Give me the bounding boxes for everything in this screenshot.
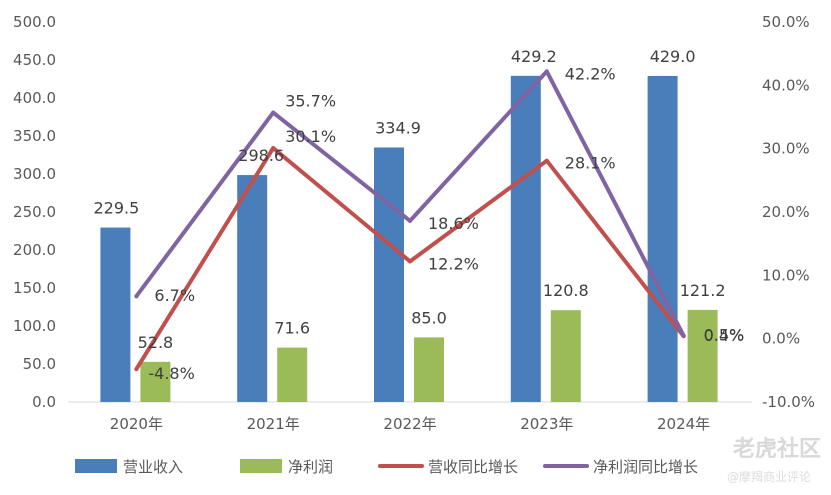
- bar-net-profit: [140, 361, 171, 402]
- x-tick-label: 2021年: [247, 415, 300, 433]
- line-label-revenue-growth: 12.2%: [428, 254, 479, 273]
- bar-label-net-profit: 52.8: [138, 333, 174, 352]
- lines: [134, 69, 686, 372]
- y-right-tick-label: 20.0%: [762, 203, 810, 221]
- bar-revenue: [374, 147, 404, 402]
- point-revenue-growth: [271, 146, 276, 151]
- y-left-tick-label: 150.0: [13, 279, 56, 297]
- x-tick-label: 2022年: [383, 415, 436, 433]
- bar-label-net-profit: 71.6: [274, 319, 310, 338]
- legend-label: 营业收入: [123, 458, 183, 476]
- x-tick-label: 2023年: [520, 415, 573, 433]
- data-labels: 229.5 298.6 334.9 429.2 429.0 52.8 71.6 85.0 120…: [93, 47, 744, 383]
- line-label-revenue-growth: 28.1%: [565, 154, 616, 173]
- y-left-tick-label: 100.0: [13, 317, 56, 335]
- y-left-tick-label: 0.0: [32, 393, 56, 411]
- line-label-profit-growth: 35.7%: [285, 92, 336, 111]
- watermark-main: 老虎社区: [732, 436, 821, 462]
- bar-label-net-profit: 121.2: [680, 281, 726, 300]
- bar-label-net-profit: 85.0: [411, 308, 447, 327]
- bar-label-revenue: 429.0: [650, 47, 696, 66]
- point-revenue-growth: [408, 259, 412, 264]
- y-right-tick-label: 10.0%: [762, 266, 810, 284]
- line-label-profit-growth: 18.6%: [428, 214, 479, 233]
- y-left-tick-label: 400.0: [13, 89, 56, 107]
- point-profit-growth: [408, 218, 412, 223]
- y-right-tick-label: 30.0%: [762, 140, 810, 158]
- bar-label-revenue: 334.9: [375, 118, 421, 137]
- point-revenue-growth: [134, 367, 139, 372]
- y-right-tick-label: 40.0%: [762, 76, 810, 94]
- y-right-tick-label: 0.0%: [762, 330, 800, 348]
- bar-label-net-profit: 120.8: [543, 281, 589, 300]
- bar-revenue: [647, 75, 678, 403]
- y-left-tick-label: 300.0: [13, 165, 56, 183]
- bar-net-profit: [687, 309, 718, 402]
- line-label-revenue-growth: -4.8%: [148, 364, 194, 383]
- bar-label-revenue: 429.2: [511, 47, 557, 66]
- y-left-tick-label: 500.0: [13, 13, 56, 31]
- legend-label: 净利润: [288, 458, 333, 476]
- watermark-sub: @摩羯商业评论: [727, 469, 811, 484]
- y-left-tick-label: 350.0: [13, 127, 56, 145]
- axes: 0.0 50.0 100.0 150.0 200.0 250.0 300.0 350.0 400…: [13, 13, 815, 433]
- point-profit-growth: [681, 333, 686, 338]
- y-left-tick-label: 50.0: [23, 355, 56, 373]
- line-label-revenue-growth: 0.4%: [704, 326, 745, 345]
- point-revenue-growth: [544, 158, 549, 163]
- point-profit-growth: [134, 294, 139, 299]
- bar-net-profit: [550, 310, 581, 402]
- bar-label-revenue: 298.6: [238, 146, 284, 165]
- watermark: 老虎社区 @摩羯商业评论: [727, 436, 821, 484]
- point-profit-growth: [271, 110, 276, 115]
- legend-label: 净利润同比增长: [593, 458, 698, 476]
- bar-revenue: [237, 175, 268, 402]
- legend-swatch: [240, 459, 282, 473]
- y-right-tick-label: -10.0%: [762, 393, 815, 411]
- y-left-tick-label: 200.0: [13, 241, 56, 259]
- y-left-tick-label: 250.0: [13, 203, 56, 221]
- legend: 营业收入 净利润 营收同比增长 净利润同比增长: [75, 458, 698, 476]
- line-label-profit-growth: 6.7%: [154, 286, 195, 305]
- bar-label-revenue: 229.5: [93, 199, 139, 218]
- bar-revenue: [510, 75, 541, 403]
- x-tick-label: 2024年: [657, 415, 710, 433]
- line-label-profit-growth: 0.5%: [704, 326, 745, 345]
- bar-net-profit: [277, 347, 308, 402]
- y-left-tick-label: 450.0: [13, 51, 56, 69]
- legend-label: 营收同比增长: [428, 458, 518, 476]
- x-tick-label: 2020年: [110, 415, 163, 433]
- legend-swatch: [75, 459, 117, 473]
- line-profit-growth: [134, 69, 686, 338]
- y-right-tick-label: 50.0%: [762, 13, 810, 31]
- line-label-revenue-growth: 30.1%: [285, 127, 336, 146]
- line-label-profit-growth: 42.2%: [565, 64, 616, 83]
- point-profit-growth: [544, 69, 549, 74]
- bar-net-profit: [414, 337, 444, 402]
- bars: [100, 75, 718, 403]
- bar-revenue: [100, 227, 131, 402]
